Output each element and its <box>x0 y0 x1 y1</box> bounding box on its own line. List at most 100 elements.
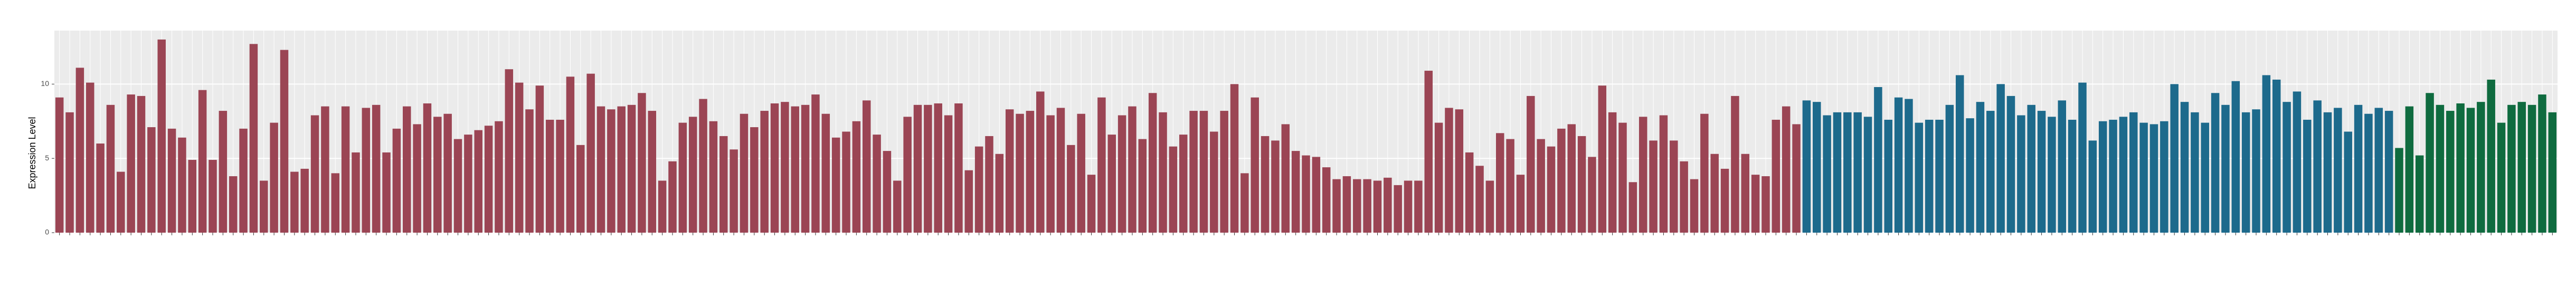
bar <box>1710 154 1719 233</box>
bar <box>474 130 482 233</box>
bar <box>2272 79 2281 233</box>
bar <box>2354 104 2363 233</box>
bar <box>1199 111 1208 233</box>
bar <box>464 135 472 233</box>
bar <box>1935 119 1944 233</box>
bar <box>1363 179 1371 233</box>
bar <box>1455 109 1464 233</box>
bar <box>2139 122 2148 233</box>
bar <box>1527 95 1535 233</box>
bar <box>1056 108 1065 233</box>
bar <box>1751 175 1760 233</box>
bar <box>106 104 115 233</box>
bar <box>290 171 299 233</box>
bar <box>300 168 309 233</box>
bar <box>791 106 799 233</box>
bar <box>331 173 340 233</box>
bar <box>1608 112 1617 233</box>
bar <box>1843 112 1852 233</box>
bar <box>2323 112 2332 233</box>
bar <box>964 170 973 233</box>
bar <box>730 149 738 233</box>
bar <box>974 146 983 233</box>
bar <box>576 145 585 233</box>
bar <box>2149 124 2158 233</box>
bar <box>1332 179 1341 233</box>
bar <box>2487 79 2495 233</box>
bar <box>883 151 892 233</box>
bar <box>1537 139 1545 233</box>
bar <box>903 117 912 233</box>
bar <box>760 111 769 233</box>
bar <box>249 44 258 233</box>
bar <box>586 73 595 233</box>
bar <box>1955 75 1964 233</box>
bar <box>127 94 135 233</box>
bar <box>2180 102 2189 233</box>
bar <box>1251 97 1259 233</box>
bar <box>1567 124 1576 233</box>
bar <box>280 50 289 233</box>
bar <box>566 77 575 233</box>
bar <box>2517 102 2526 233</box>
bar <box>750 127 759 233</box>
bar <box>1097 97 1106 233</box>
bar <box>2129 112 2138 233</box>
bar <box>2201 122 2209 233</box>
y-axis-label: Expression Level <box>27 117 37 189</box>
bar <box>596 106 605 233</box>
bar <box>433 117 442 233</box>
bar <box>2477 102 2485 233</box>
bar <box>781 102 789 233</box>
bar <box>1475 166 1484 233</box>
bar <box>668 161 677 233</box>
bar <box>1384 177 1392 233</box>
bar <box>2497 122 2506 233</box>
bar <box>1148 93 1157 233</box>
bar <box>954 103 963 233</box>
bar <box>1884 119 1892 233</box>
bar <box>913 104 922 233</box>
bar <box>229 176 238 233</box>
bar <box>1598 85 1607 233</box>
bar <box>505 69 514 233</box>
bar <box>1945 104 1954 233</box>
bar <box>1557 128 1566 233</box>
bar <box>1404 180 1413 233</box>
bar <box>1966 118 1974 233</box>
bar <box>1588 157 1596 233</box>
bar <box>934 103 942 233</box>
bar <box>515 82 524 233</box>
bar <box>1220 111 1228 233</box>
bar <box>1005 109 1014 233</box>
bar <box>2405 106 2414 233</box>
bar <box>2313 100 2322 233</box>
bar <box>423 103 432 233</box>
bar <box>2098 121 2107 233</box>
bar <box>1077 113 1085 233</box>
bar <box>1894 97 1903 233</box>
bar <box>321 106 329 233</box>
bar <box>1128 106 1137 233</box>
bar <box>2037 111 2046 233</box>
bar <box>1117 115 1126 233</box>
bar <box>1046 115 1055 233</box>
bar <box>2119 117 2128 233</box>
bar <box>2017 115 2025 233</box>
bar <box>2466 108 2475 233</box>
bar <box>55 97 64 233</box>
bar <box>1087 175 1096 233</box>
bar <box>1823 115 1831 233</box>
bar <box>352 152 360 233</box>
bar <box>1690 179 1699 233</box>
bar <box>525 109 534 233</box>
bar <box>75 68 84 233</box>
bar <box>801 104 810 233</box>
bar <box>638 93 646 233</box>
bar <box>617 106 626 233</box>
y-tick-label: 10 <box>41 79 49 88</box>
bar <box>2231 81 2240 233</box>
bar <box>382 152 391 233</box>
bar <box>2446 111 2455 233</box>
